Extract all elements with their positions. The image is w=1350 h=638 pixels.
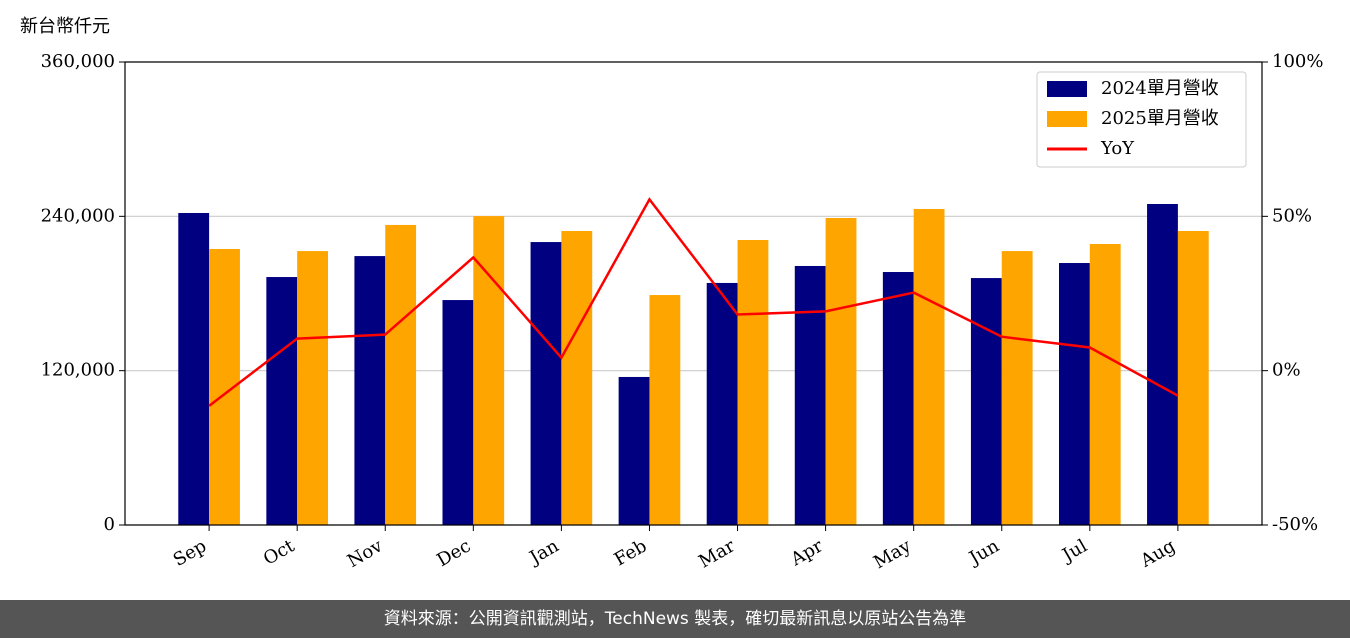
bar [706,282,738,525]
bar [882,272,914,525]
y2-tick-label: 0% [1272,360,1301,381]
x-tick-label: Apr [787,535,827,570]
legend-label: YoY [1100,138,1135,159]
x-tick-label: Jan [525,535,563,569]
bar [1058,263,1090,525]
y-tick-label: 360,000 [41,51,115,72]
bar [1089,243,1121,525]
x-tick-label: Nov [344,535,387,572]
bar [442,300,474,525]
footer: 資料來源：公開資訊觀測站，TechNews 製表，確切最新訊息以原站公告為準 [0,600,1350,638]
y2-tick-label: -50% [1272,514,1318,535]
bar [473,216,505,525]
y2-tick-label: 50% [1272,205,1312,226]
bar [385,224,417,526]
legend-label: 2024單月營收 [1101,78,1219,99]
legend-swatch [1047,81,1087,97]
bar [266,277,298,525]
legend: 2024單月營收 2025單月營收 YoY [1036,71,1247,168]
bar [649,295,681,525]
bar [1177,230,1209,525]
line [208,197,1179,407]
x-tick-label: Oct [260,535,299,570]
x-tick-label: Jul [1057,535,1091,567]
legend-swatch [1047,111,1087,127]
x-tick-label: Sep [170,535,210,570]
y-tick-label: 240,000 [41,205,115,226]
x-tick-label: Mar [695,535,739,572]
bar [561,230,593,525]
x-tick-label: Aug [1136,535,1179,572]
bar [178,212,210,525]
legend-box [1036,71,1247,168]
x-tick-label: May [870,535,915,573]
bar [970,278,1002,525]
y-tick-label: 0 [104,514,115,535]
legend-label: 2025單月營收 [1101,108,1219,129]
bar [354,256,386,525]
bar [297,251,329,525]
x-tick-label: Jun [964,535,1003,570]
y-tick-label: 120,000 [41,360,115,381]
chart: 新台幣仟元 0 120,000 240,000 360,000 -50% 0% 50% 100… [20,16,1323,573]
bar [825,218,857,525]
y-axis-label: 新台幣仟元 [20,16,110,37]
bar [913,209,945,525]
bar [618,376,650,525]
y2-tick-label: 100% [1272,51,1323,72]
bar [1147,203,1178,525]
bar [530,242,562,526]
bar [1001,251,1033,525]
bar [737,239,769,525]
x-tick-label: Feb [611,535,651,570]
bar [794,265,826,525]
x-tick-label: Dec [433,535,474,571]
plot-frame [124,61,1263,526]
